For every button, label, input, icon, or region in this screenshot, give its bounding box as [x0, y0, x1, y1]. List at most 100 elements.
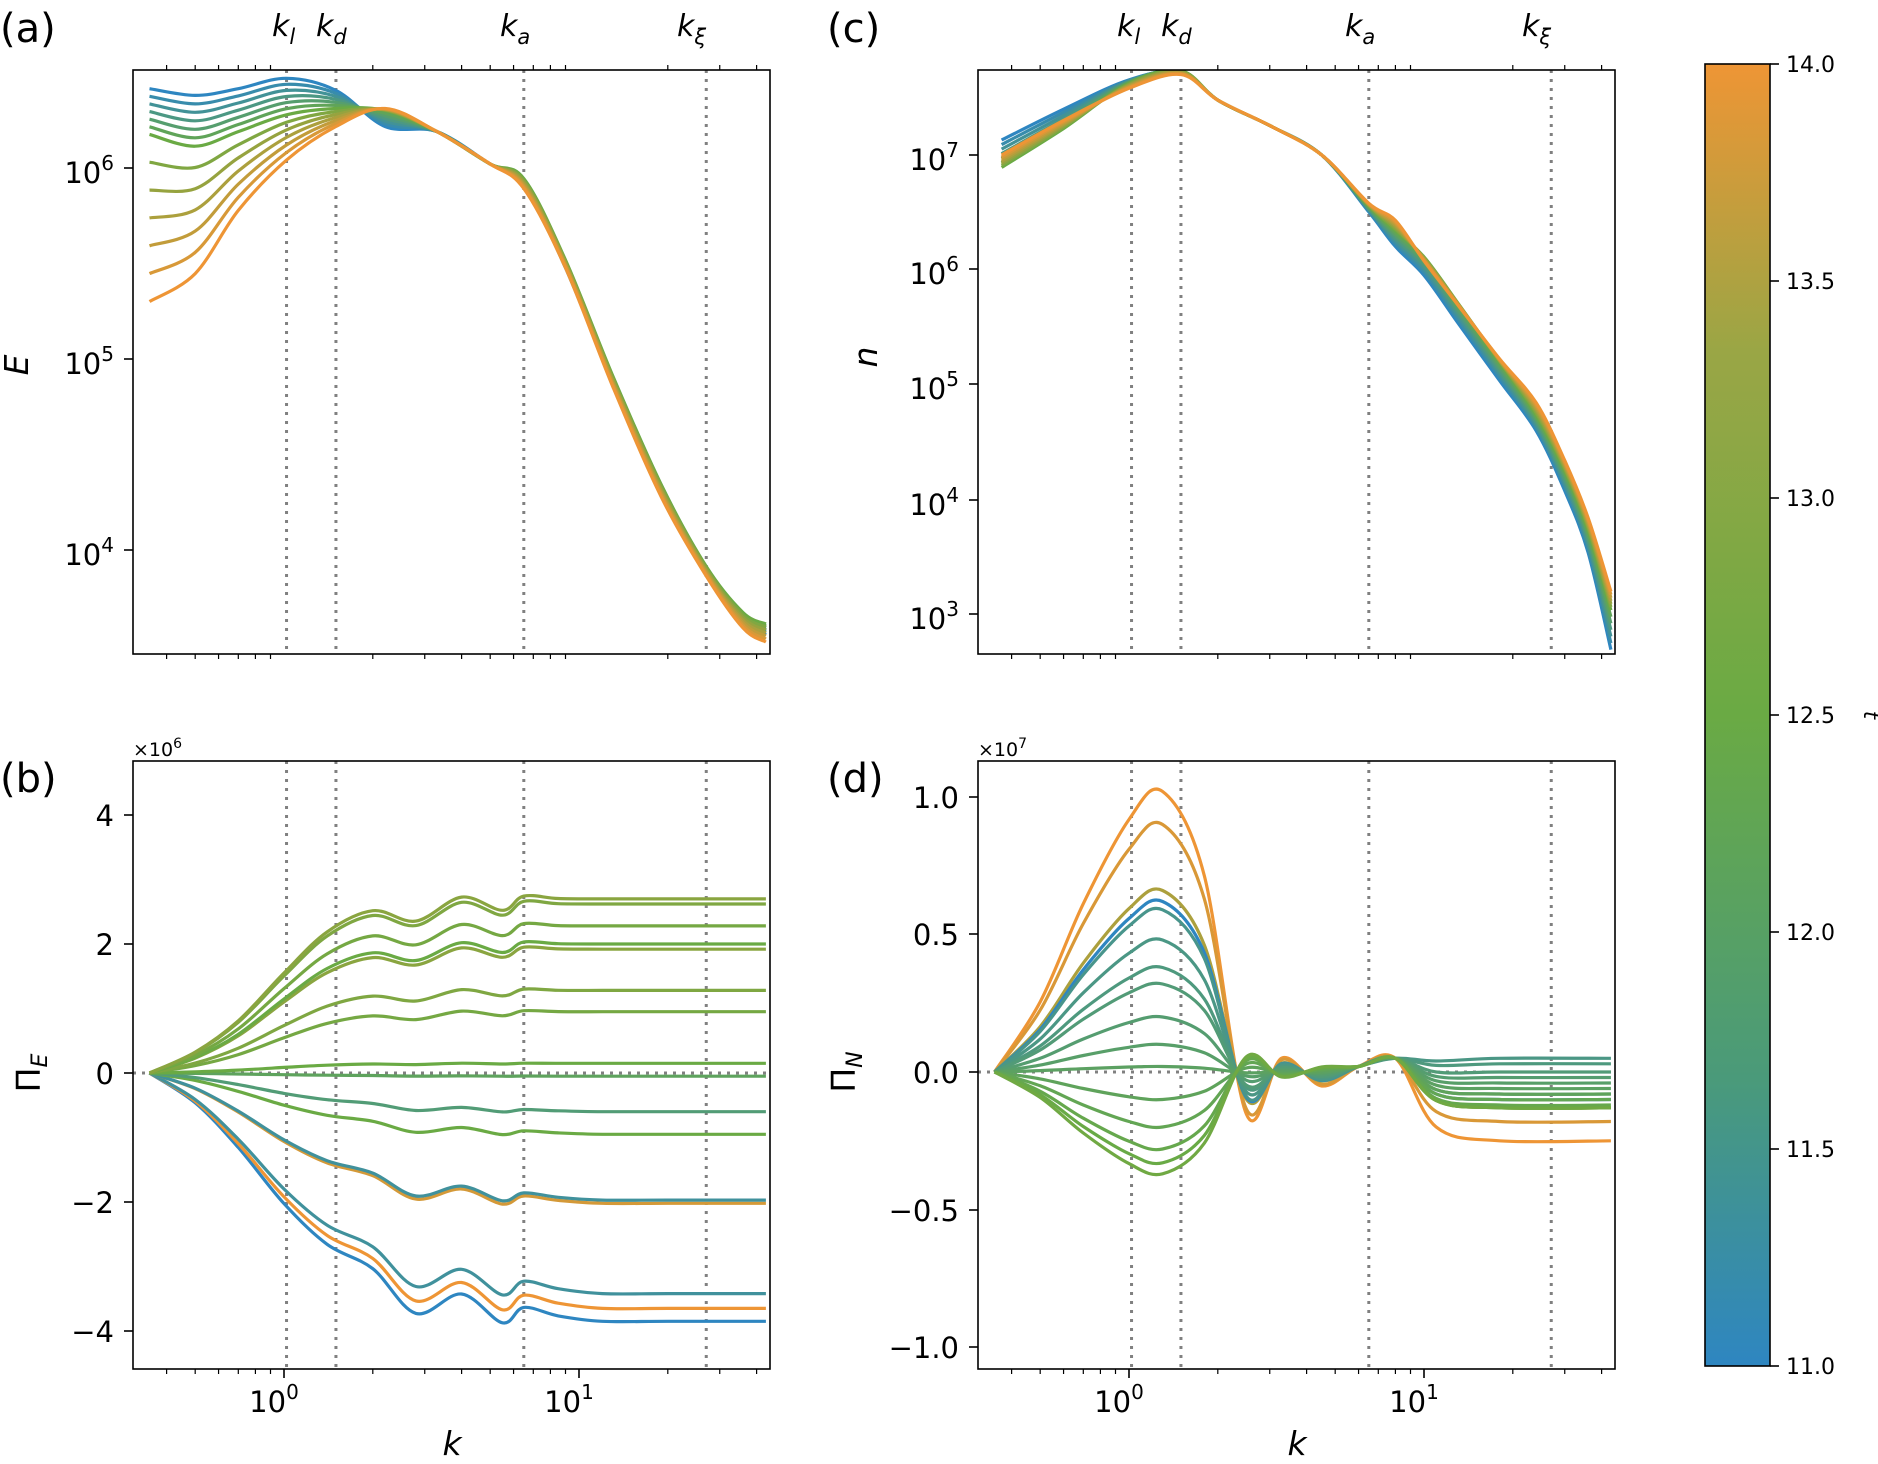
- xlabel-k-b: k: [442, 1424, 463, 1463]
- colorbar: 11.0 11.5 12.0 12.5 13.0 13.5 14.0 t: [1704, 53, 1878, 1380]
- curve-c-3: [1000, 70, 1613, 631]
- marker-ka-c: ka: [1345, 9, 1375, 49]
- minor-ticks-a: [166, 65, 758, 659]
- ytick-b-m2: −2: [71, 1186, 114, 1220]
- ytick-1e5-a: 105: [64, 342, 114, 381]
- colorbar-label: t: [1859, 711, 1878, 720]
- particle-spectrum-curves: [1000, 70, 1613, 650]
- curve-c-4: [1000, 70, 1613, 624]
- curve-a-2: [149, 88, 767, 633]
- panel-b-label: (b): [0, 756, 57, 802]
- curve-b-15: [148, 893, 766, 1075]
- reference-lines-c: [1130, 70, 1553, 654]
- curve-d-2: [993, 887, 1611, 1110]
- curve-a-3: [149, 94, 767, 631]
- xtick-1e1-d: 101: [1389, 1380, 1439, 1419]
- reference-lines-b: [133, 761, 770, 1369]
- ytick-1e7-c: 107: [909, 138, 959, 177]
- ylabel-pi-E: ΠE: [9, 1054, 53, 1093]
- colorbar-gradient: [1704, 63, 1771, 1367]
- marker-ka-a: ka: [500, 9, 530, 49]
- ytick-1e6-a: 106: [64, 151, 114, 190]
- energy-flux-curves: [148, 893, 766, 1325]
- cbar-tick-12: 12.0: [1786, 921, 1835, 946]
- ytick-b-2: 2: [96, 928, 114, 962]
- cbar-tick-11-5: 11.5: [1786, 1138, 1835, 1163]
- panel-d-label: (d): [827, 756, 884, 802]
- curve-c-12: [1000, 72, 1613, 592]
- minor-ticks-b: [166, 1369, 758, 1374]
- marker-kd-c: kd: [1161, 9, 1192, 49]
- curve-b-2: [148, 1071, 766, 1297]
- ytick-d-1: 1.0: [913, 781, 959, 815]
- axes-frame-c: [977, 69, 1616, 655]
- curve-a-6: [149, 106, 767, 626]
- ytick-d-0: 0.0: [913, 1056, 959, 1090]
- xlabel-k-d: k: [1287, 1424, 1308, 1463]
- curve-d-1: [993, 820, 1611, 1124]
- ylabel-pi-N: ΠN: [824, 1051, 868, 1092]
- curve-a-9: [149, 107, 767, 635]
- panel-a-label: (a): [0, 6, 56, 52]
- cbar-tick-12-5: 12.5: [1786, 704, 1835, 729]
- panel-d: (d) ×107 −1.0 −0.5 0.0 0.5 1.0 ΠN 100 10…: [824, 736, 1616, 1463]
- curve-b-13: [148, 921, 766, 1075]
- axes-frame-a: [132, 69, 771, 655]
- curve-a-11: [148, 107, 767, 641]
- curve-d-15: [993, 1052, 1611, 1177]
- xtick-1e0-b: 100: [249, 1380, 299, 1419]
- axes-frame-d: [977, 760, 1616, 1370]
- curve-a-7: [149, 106, 767, 629]
- curve-c-6: [1000, 70, 1613, 611]
- ytick-1e5-c: 105: [909, 367, 959, 406]
- xtick-1e0-d: 100: [1094, 1380, 1144, 1419]
- ytick-d-05: 0.5: [913, 918, 959, 952]
- curve-a-10: [149, 107, 767, 638]
- axes-frame-b: [132, 760, 771, 1370]
- cbar-tick-13: 13.0: [1786, 487, 1835, 512]
- ytick-d-m05: −0.5: [889, 1194, 959, 1228]
- curve-c-0: [1000, 70, 1613, 650]
- curve-c-5: [1000, 70, 1613, 618]
- reference-lines-d: [978, 761, 1615, 1369]
- curve-d-5: [993, 937, 1611, 1097]
- xtick-1e1-b: 101: [544, 1380, 594, 1419]
- marker-kd-a: kd: [316, 9, 347, 49]
- marker-kxi-c: kξ: [1522, 9, 1551, 49]
- offset-label-b: ×106: [133, 736, 182, 761]
- curve-b-12: [148, 939, 766, 1075]
- ytick-1e6-c: 106: [909, 252, 959, 291]
- particle-flux-curves: [993, 787, 1611, 1177]
- curve-c-9: [1000, 70, 1613, 602]
- colorbar-ticks: 11.0 11.5 12.0 12.5 13.0 13.5 14.0: [1770, 53, 1835, 1380]
- curve-c-1: [1000, 70, 1613, 644]
- curve-b-6: [149, 1071, 766, 1114]
- yticks-b: −4 −2 0 2 4: [71, 799, 133, 1349]
- minor-ticks-d: [1011, 1369, 1603, 1374]
- cbar-tick-11: 11.0: [1786, 1355, 1835, 1380]
- curve-c-7: [1000, 70, 1613, 608]
- curve-a-5: [149, 103, 767, 628]
- yticks-c: 107 106 105 104 103: [909, 138, 978, 636]
- energy-spectrum-curves: [148, 76, 767, 644]
- ytick-1e3-c: 103: [909, 597, 959, 636]
- yticks-a: 106 105 104: [64, 151, 133, 572]
- curve-b-10: [149, 987, 766, 1075]
- panel-b: (b) ×106 −4 −2 0 2 4 ΠE 100 101 k: [0, 736, 771, 1463]
- panel-c-label: (c): [827, 6, 880, 52]
- curve-b-7: [149, 1071, 766, 1078]
- curve-b-9: [149, 1008, 766, 1075]
- reference-lines-a: [285, 70, 708, 654]
- curve-b-5: [149, 1071, 766, 1137]
- curve-a-12: [148, 106, 767, 644]
- ytick-b-0: 0: [96, 1057, 114, 1091]
- curve-c-10: [1000, 71, 1613, 599]
- curve-a-8: [149, 107, 767, 632]
- panel-a: (a) kl kd ka kξ 106 105 104 E: [0, 6, 771, 659]
- marker-kl-a: kl: [272, 9, 295, 49]
- offset-label-d: ×107: [978, 736, 1027, 761]
- minor-ticks-c: [1011, 65, 1603, 659]
- panel-c: (c) kl kd ka kξ 107 106 105 104 103 n: [827, 6, 1616, 659]
- curve-c-2: [1000, 70, 1613, 637]
